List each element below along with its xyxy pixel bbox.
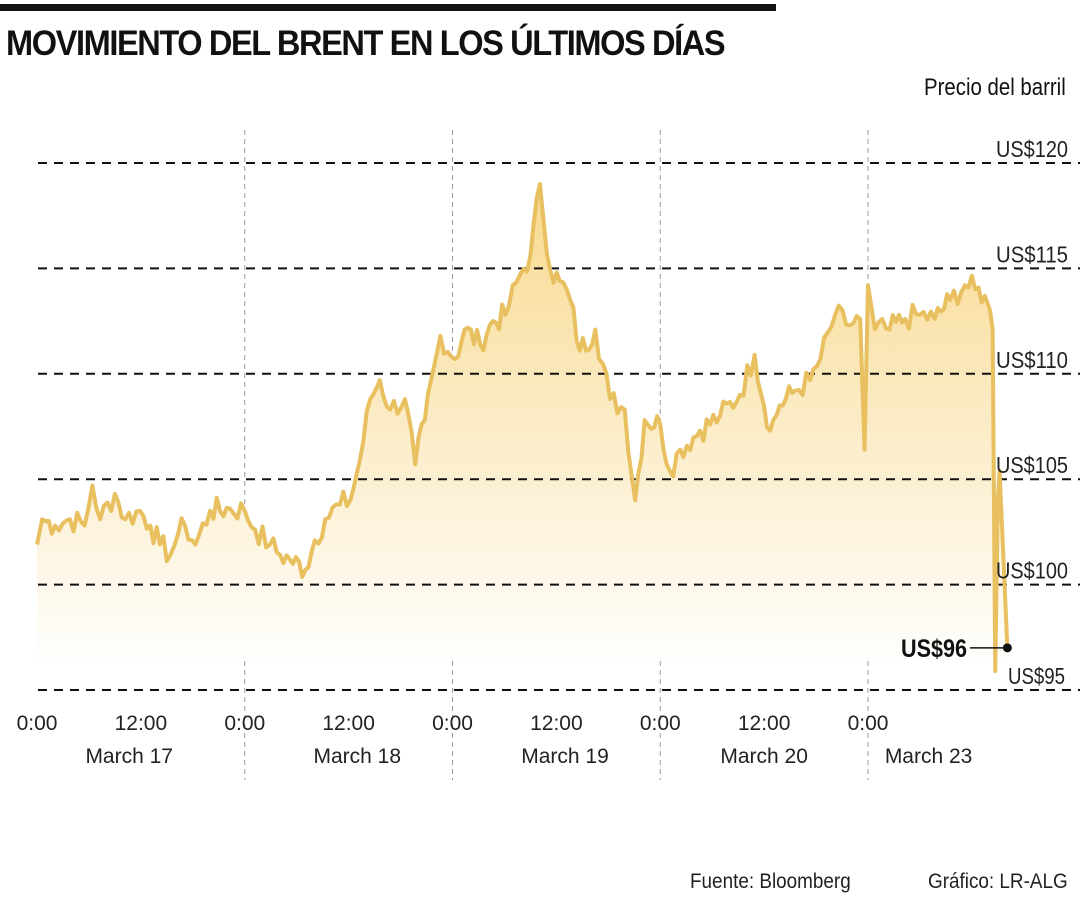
x-tick-label: 0:00: [224, 712, 265, 735]
x-tick-label: 12:00: [322, 712, 375, 735]
y-tick-label: US$100: [996, 558, 1068, 584]
credit-note: Gráfico: LR-ALG: [928, 870, 1068, 893]
unit-label: Precio del barril: [924, 74, 1066, 101]
day-label: March 20: [720, 745, 808, 768]
x-tick-label: 12:00: [530, 712, 583, 735]
last-value-label: US$96: [901, 635, 967, 663]
y-tick-label: US$120: [996, 136, 1068, 162]
x-tick-label: 0:00: [848, 712, 889, 735]
day-label: March 23: [885, 745, 973, 768]
y-tick-label: US$115: [996, 241, 1068, 267]
last-value-marker: [1002, 643, 1012, 653]
chart-title: MOVIMIENTO DEL BRENT EN LOS ÚLTIMOS DÍAS: [6, 24, 726, 63]
x-tick-label: 12:00: [738, 712, 791, 735]
price-area: [37, 184, 1008, 672]
x-tick-label: 12:00: [115, 712, 168, 735]
day-label: March 18: [314, 745, 402, 768]
y-tick-label: US$95: [1008, 663, 1065, 689]
source-note: Fuente: Bloomberg: [690, 870, 851, 893]
price-line: [35, 182, 1010, 674]
title-rule: [0, 4, 776, 11]
y-tick-label: US$105: [996, 452, 1068, 478]
x-tick-label: 0:00: [640, 712, 681, 735]
day-label: March 19: [521, 745, 609, 768]
x-tick-label: 0:00: [17, 712, 58, 735]
day-label: March 17: [85, 745, 173, 768]
y-tick-label: US$110: [996, 347, 1068, 373]
x-tick-label: 0:00: [432, 712, 473, 735]
